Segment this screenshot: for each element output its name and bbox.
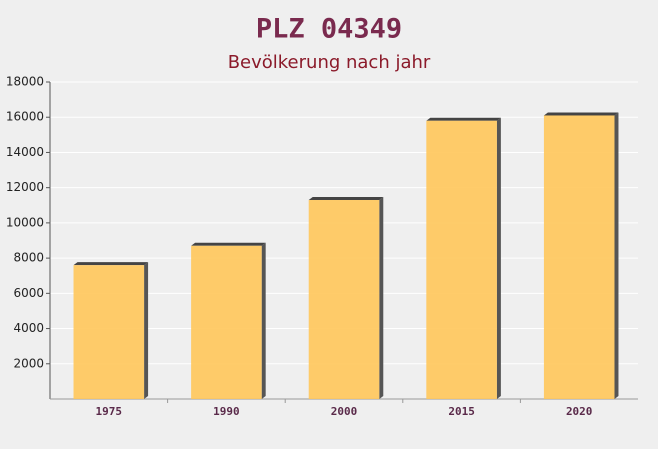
y-tick-label: 18000 bbox=[6, 75, 44, 89]
bar-shadow bbox=[496, 117, 501, 399]
y-tick-label: 4000 bbox=[13, 321, 44, 335]
y-tick-label: 16000 bbox=[6, 110, 44, 124]
bar-top bbox=[191, 242, 266, 246]
x-tick-label: 2000 bbox=[331, 405, 358, 418]
y-tick-label: 2000 bbox=[13, 356, 44, 370]
bar-top bbox=[543, 112, 619, 116]
y-tick-label: 10000 bbox=[6, 215, 44, 229]
y-tick-label: 8000 bbox=[13, 251, 44, 265]
chart-subtitle: Bevölkerung nach jahr bbox=[228, 52, 431, 73]
y-tick-label: 6000 bbox=[13, 286, 44, 300]
x-tick-label: 2020 bbox=[566, 405, 593, 418]
bar-top bbox=[308, 196, 384, 200]
bar-shadow bbox=[144, 262, 149, 399]
bar bbox=[308, 199, 380, 399]
bar bbox=[191, 245, 262, 399]
chart-title: PLZ 04349 bbox=[256, 14, 402, 45]
bar bbox=[543, 115, 615, 399]
x-tick-label: 1990 bbox=[213, 405, 240, 418]
bar-top bbox=[426, 117, 501, 121]
y-tick-label: 14000 bbox=[6, 145, 44, 159]
x-tick-label: 1975 bbox=[96, 405, 123, 418]
bar-shadow bbox=[379, 196, 384, 399]
bar-shadow bbox=[614, 112, 619, 399]
x-tick-label: 2015 bbox=[448, 405, 475, 418]
y-tick-label: 12000 bbox=[6, 180, 44, 194]
bar-shadow bbox=[261, 242, 266, 399]
bar bbox=[73, 265, 145, 399]
bar-top bbox=[73, 262, 149, 266]
bar bbox=[426, 120, 497, 399]
